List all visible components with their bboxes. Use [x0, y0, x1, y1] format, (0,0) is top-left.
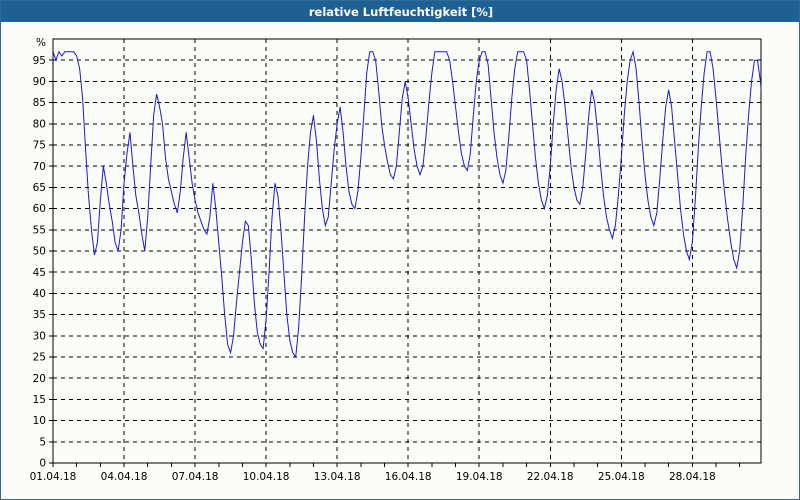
y-tick-label: 65 — [33, 182, 46, 194]
y-tick-label: 15 — [33, 394, 46, 406]
y-axis-unit-label: % — [36, 37, 46, 49]
y-tick-label: 40 — [33, 288, 46, 300]
y-tick-label: 30 — [33, 330, 46, 342]
data-series-humidity — [53, 49, 761, 359]
x-tick-label: 25.04.18 — [598, 471, 645, 483]
x-tick-label: 22.04.18 — [527, 471, 574, 483]
x-tick-label: 01.04.18 — [30, 471, 77, 483]
x-tick-label: 04.04.18 — [101, 471, 148, 483]
window-title: relative Luftfeuchtigkeit [%] — [308, 4, 494, 19]
y-tick-label: 90 — [33, 76, 46, 88]
vertical-gridlines — [123, 39, 693, 463]
y-tick-label: 10 — [33, 415, 46, 427]
series-line — [53, 49, 761, 359]
y-tick-label: 35 — [33, 309, 46, 321]
x-axis-tick-labels: 01.04.18 04.04.18 07.04.18 10.04.18 13.04.18… — [30, 471, 716, 483]
y-tick-label: 0 — [39, 458, 46, 470]
x-axis-ticks — [52, 463, 741, 467]
y-tick-label: 45 — [33, 267, 46, 279]
y-tick-label: 55 — [33, 224, 46, 236]
humidity-line-chart: 0 5 10 15 20 25 30 35 40 45 50 55 60 65 70 75 80 85 90 95 0… — [30, 37, 762, 483]
y-tick-label: 20 — [33, 373, 46, 385]
y-tick-label: 75 — [33, 140, 46, 152]
horizontal-gridlines — [53, 59, 761, 443]
x-tick-label: 07.04.18 — [172, 471, 219, 483]
y-tick-label: 5 — [39, 436, 46, 448]
y-axis-tick-labels: 0 5 10 15 20 25 30 35 40 45 50 55 60 65 70 75 80 85 90 95 — [33, 55, 46, 470]
window-title-bar: relative Luftfeuchtigkeit [%] — [1, 1, 799, 22]
y-axis-ticks — [49, 59, 53, 464]
y-tick-label: 50 — [33, 246, 46, 258]
plot-frame — [52, 38, 762, 464]
y-tick-label: 60 — [33, 203, 46, 215]
x-tick-label: 19.04.18 — [456, 471, 503, 483]
y-tick-label: 80 — [33, 118, 46, 130]
y-tick-label: 25 — [33, 352, 46, 364]
y-tick-label: 95 — [33, 55, 46, 67]
chart-plot-area: 0 5 10 15 20 25 30 35 40 45 50 55 60 65 70 75 80 85 90 95 0… — [1, 22, 799, 499]
x-tick-label: 16.04.18 — [385, 471, 432, 483]
x-tick-label: 13.04.18 — [314, 471, 361, 483]
y-tick-label: 85 — [33, 97, 46, 109]
x-tick-label: 10.04.18 — [243, 471, 290, 483]
x-tick-label: 28.04.18 — [669, 471, 716, 483]
y-tick-label: 70 — [33, 161, 46, 173]
